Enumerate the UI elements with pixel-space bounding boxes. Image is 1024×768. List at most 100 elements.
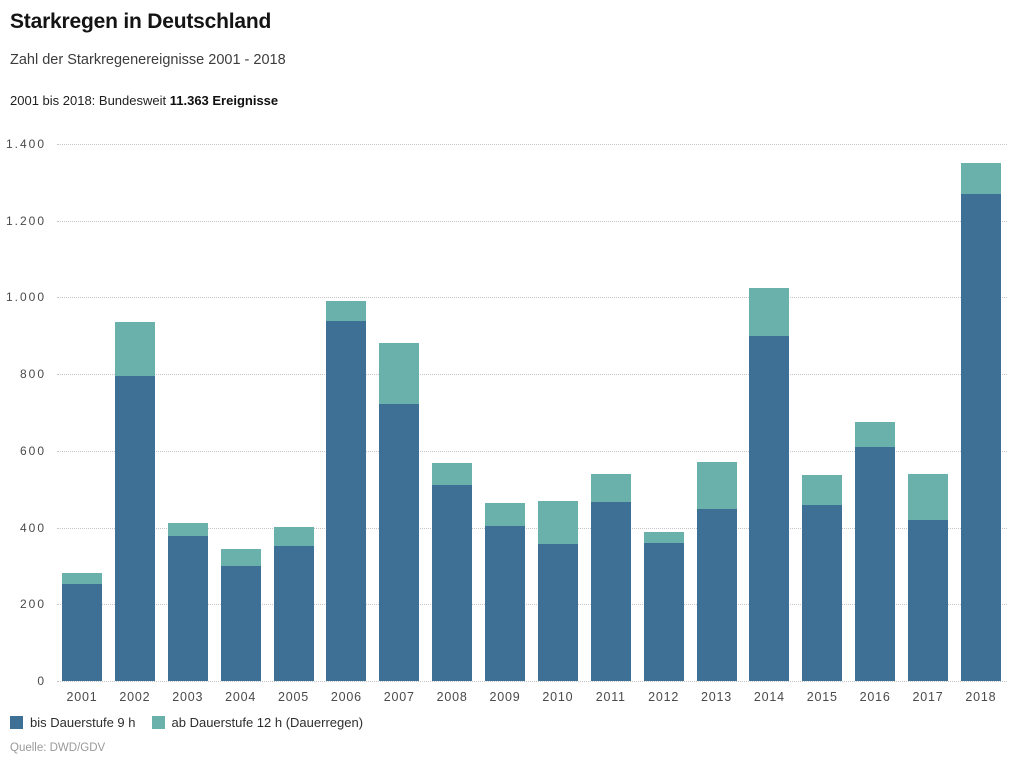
bar-segment-ab-12h-2003: [167, 523, 208, 536]
bar-segment-bis-9h-2006: [326, 321, 367, 681]
bar-segment-ab-12h-2016: [855, 422, 896, 447]
chart-annotation: 2001 bis 2018: Bundesweit 11.363 Ereigni…: [10, 93, 278, 108]
x-axis-tick-label: 2017: [912, 690, 944, 704]
legend-swatch-teal: [151, 716, 165, 729]
bar-segment-bis-9h-2018: [960, 193, 1001, 681]
x-axis-tick-label: 2012: [648, 690, 680, 704]
x-axis-tick-label: 2018: [965, 690, 997, 704]
bar-group-2014: 2014: [749, 287, 790, 704]
legend-item-ab-dauerstufe-12h: ab Dauerstufe 12 h (Dauerregen): [151, 715, 364, 730]
x-axis-tick-label: 2010: [542, 690, 574, 704]
bar-group-2002: 2002: [114, 322, 155, 704]
legend-item-bis-dauerstufe-9h: bis Dauerstufe 9 h: [10, 715, 136, 730]
bar-segment-ab-12h-2001: [62, 572, 102, 584]
bar-group-2003: 2003: [167, 523, 208, 704]
bar-segment-ab-12h-2013: [696, 461, 737, 509]
source-credit: Quelle: DWD/GDV: [10, 742, 106, 754]
bar-segment-bis-9h-2002: [114, 376, 155, 681]
bar-group-2011: 2011: [590, 473, 631, 704]
x-axis-tick-label: 2006: [330, 690, 362, 704]
bar-segment-bis-9h-2010: [537, 544, 578, 681]
plot-area: 0 200 400 600 800 1.000 1.200 1.400 2001 2002 2003…: [6, 137, 1007, 704]
bar-group-2018: 2018: [960, 163, 1001, 704]
bar-segment-bis-9h-2016: [855, 447, 896, 681]
x-axis-tick-label: 2001: [66, 690, 98, 704]
x-axis-tick-label: 2003: [172, 690, 204, 704]
bar-segment-ab-12h-2006: [326, 301, 367, 322]
x-axis-tick-label: 2007: [383, 690, 415, 704]
gridline-800: [57, 374, 1007, 376]
y-axis-tick-label: 600: [19, 443, 46, 458]
y-axis-tick-label: 400: [19, 520, 46, 535]
bar-segment-ab-12h-2014: [749, 287, 790, 336]
bar-segment-bis-9h-2003: [167, 536, 208, 681]
bar-segment-bis-9h-2001: [62, 584, 102, 681]
legend-label: bis Dauerstufe 9 h: [30, 715, 136, 730]
bar-segment-ab-12h-2012: [643, 532, 684, 543]
y-axis-tick-label: 1.200: [5, 213, 46, 228]
gridline-400: [57, 527, 1007, 529]
annotation-prefix: 2001 bis 2018: Bundesweit: [10, 93, 170, 108]
bar-segment-bis-9h-2007: [379, 404, 420, 681]
bar-group-2012: 2012: [643, 532, 684, 704]
bar-segment-bis-9h-2014: [749, 335, 790, 681]
x-axis-tick-label: 2011: [595, 690, 626, 704]
x-axis-tick-label: 2015: [806, 690, 838, 704]
bar-segment-ab-12h-2007: [379, 342, 420, 405]
bar-segment-ab-12h-2011: [590, 473, 631, 502]
bar-segment-ab-12h-2017: [908, 473, 948, 520]
bar-segment-ab-12h-2015: [802, 474, 843, 505]
bar-group-2016: 2016: [855, 422, 896, 704]
bar-segment-ab-12h-2010: [537, 501, 578, 545]
y-axis-tick-label: 800: [19, 367, 46, 382]
bar-segment-bis-9h-2013: [696, 508, 737, 681]
x-axis-tick-label: 2002: [119, 690, 151, 704]
chart-subtitle: Zahl der Starkregenereignisse 2001 - 201…: [10, 52, 286, 68]
bar-segment-bis-9h-2015: [802, 504, 843, 681]
bar-segment-bis-9h-2004: [220, 565, 261, 681]
x-axis-tick-label: 2016: [859, 690, 891, 704]
x-axis-tick-label: 2014: [753, 690, 785, 704]
gridline-1.200: [57, 220, 1007, 222]
bar-segment-bis-9h-2005: [273, 546, 314, 681]
bar-group-2009: 2009: [485, 502, 525, 704]
bar-segment-ab-12h-2018: [960, 163, 1001, 194]
bar-segment-ab-12h-2008: [432, 463, 473, 486]
bar-segment-bis-9h-2011: [590, 501, 631, 681]
y-axis-tick-label: 1.000: [5, 290, 46, 305]
bar-segment-bis-9h-2012: [643, 542, 684, 681]
x-axis-tick-label: 2008: [436, 690, 468, 704]
bar-group-2005: 2005: [273, 526, 314, 704]
legend: bis Dauerstufe 9 h ab Dauerstufe 12 h (D…: [10, 715, 363, 730]
gridline-200: [57, 604, 1007, 606]
bar-group-2006: 2006: [326, 301, 367, 704]
bar-segment-ab-12h-2009: [485, 502, 525, 526]
bar-group-2017: 2017: [908, 473, 948, 704]
y-axis-tick-label: 200: [19, 597, 46, 612]
y-axis-tick-label: 0: [37, 674, 46, 688]
bar-segment-bis-9h-2017: [908, 519, 948, 681]
annotation-total: 11.363 Ereignisse: [169, 93, 279, 108]
x-axis-tick-label: 2005: [277, 690, 310, 704]
y-axis-tick-label: 1.400: [5, 137, 46, 151]
bar-segment-ab-12h-2004: [220, 548, 261, 566]
bar-group-2007: 2007: [379, 342, 420, 704]
bar-segment-ab-12h-2002: [114, 322, 155, 377]
bar-group-2010: 2010: [537, 501, 578, 704]
page-title: Starkregen in Deutschland: [10, 10, 272, 33]
gridline-1.000: [57, 297, 1007, 299]
legend-swatch-blue: [10, 716, 23, 729]
bar-segment-ab-12h-2005: [273, 526, 314, 546]
bars: 2001 2002 2003 2004 2005 2006 2007 2008 2009 2010…: [57, 144, 1007, 704]
x-axis-tick-label: 2004: [225, 690, 257, 704]
bar-segment-bis-9h-2008: [432, 485, 473, 681]
gridline-600: [57, 450, 1007, 452]
bar-group-2004: 2004: [220, 548, 261, 704]
gridline-1.400: [57, 144, 1007, 145]
legend-label: ab Dauerstufe 12 h (Dauerregen): [171, 715, 364, 730]
bar-group-2008: 2008: [432, 463, 473, 704]
x-axis-tick-label: 2013: [700, 690, 733, 704]
bar-group-2015: 2015: [802, 474, 843, 704]
bar-group-2013: 2013: [696, 461, 737, 704]
